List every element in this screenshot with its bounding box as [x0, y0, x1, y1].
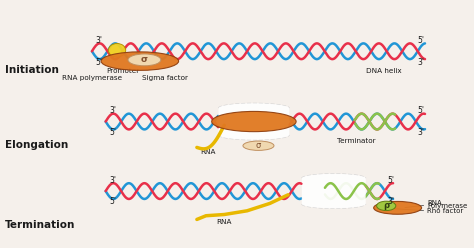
Text: DNA helix: DNA helix — [366, 68, 402, 74]
Text: RNA: RNA — [217, 219, 232, 225]
Text: RNA polymerase: RNA polymerase — [62, 75, 122, 81]
Text: ρ: ρ — [383, 201, 389, 210]
Text: Terminator: Terminator — [337, 138, 376, 144]
Polygon shape — [302, 174, 365, 208]
Text: Polymerase: Polymerase — [427, 203, 467, 209]
Text: 5': 5' — [109, 128, 116, 137]
Ellipse shape — [128, 54, 161, 66]
Text: Elongation: Elongation — [5, 140, 69, 150]
Text: 3': 3' — [95, 36, 102, 45]
Text: RNA: RNA — [427, 200, 442, 206]
Text: 5': 5' — [417, 106, 424, 115]
Text: 3': 3' — [417, 58, 424, 67]
Text: 3': 3' — [109, 106, 116, 115]
Text: 5': 5' — [387, 176, 394, 185]
Text: Sigma factor: Sigma factor — [142, 75, 188, 81]
Ellipse shape — [374, 201, 421, 214]
Text: 5': 5' — [417, 36, 424, 45]
Text: RNA: RNA — [201, 149, 216, 155]
Text: 3': 3' — [109, 176, 116, 185]
Text: 5': 5' — [109, 197, 116, 206]
Text: Promoter: Promoter — [106, 68, 139, 74]
Ellipse shape — [212, 111, 296, 132]
Ellipse shape — [243, 141, 274, 150]
Ellipse shape — [101, 52, 179, 70]
Text: Termination: Termination — [5, 220, 76, 230]
Polygon shape — [219, 103, 289, 140]
Text: σ: σ — [256, 141, 261, 150]
Text: Rho factor: Rho factor — [427, 208, 464, 214]
Ellipse shape — [109, 43, 126, 57]
Ellipse shape — [377, 201, 396, 211]
Text: 5': 5' — [95, 58, 102, 67]
Text: 3': 3' — [387, 197, 394, 206]
Text: 3': 3' — [417, 128, 424, 137]
Text: Initiation: Initiation — [5, 65, 59, 75]
Text: σ: σ — [141, 55, 148, 64]
